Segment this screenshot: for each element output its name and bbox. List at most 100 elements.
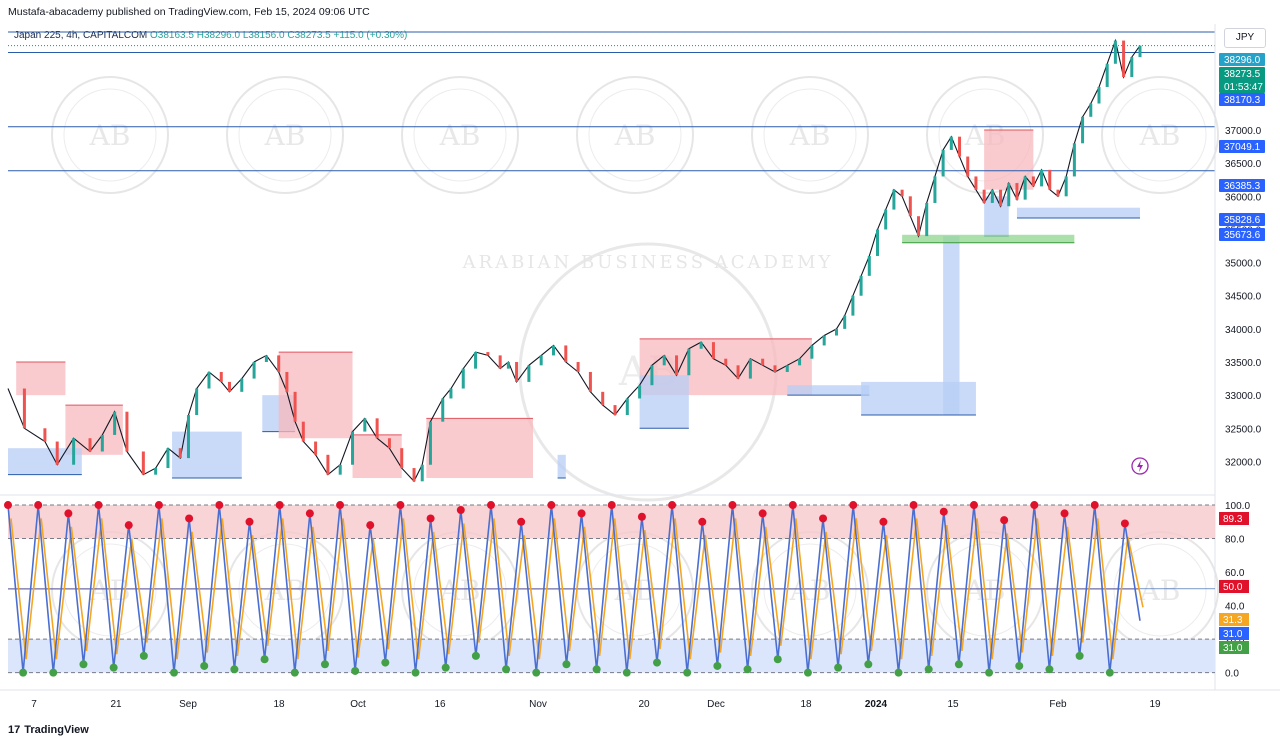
candle [1130, 57, 1134, 78]
demand-zone [787, 385, 870, 396]
candle [22, 388, 26, 429]
candle [843, 315, 847, 329]
overbought-dot [939, 507, 948, 516]
overbought-dot [517, 517, 526, 526]
price-tag [1219, 67, 1265, 93]
price-tick-label: 32500.0 [1225, 424, 1262, 435]
candle [326, 454, 330, 475]
candle [724, 358, 728, 366]
candle [195, 388, 199, 416]
price-tag-label: 38296.0 [1224, 55, 1261, 66]
oversold-dot [834, 663, 843, 672]
candle [966, 156, 970, 177]
overbought-dot [4, 501, 12, 510]
price-tag [1219, 213, 1265, 226]
candle [810, 345, 814, 359]
overbought-dot [607, 501, 616, 510]
candle [974, 176, 978, 190]
watermark-initials: AB [789, 119, 831, 152]
candle [166, 448, 170, 469]
watermark-seal [751, 76, 869, 194]
price-tag-label: 35828.6 [1224, 215, 1261, 226]
watermark-initials: AB [439, 119, 481, 152]
osc-tick-label: 100.0 [1225, 501, 1250, 512]
symbol-name[interactable]: Japan 225, 4h, CAPITALCOM [14, 30, 148, 41]
watermark-seal [401, 76, 519, 194]
candle [761, 358, 765, 366]
ohlc-low: L38156.0 [242, 30, 285, 41]
candle [178, 448, 182, 459]
oversold-dot [170, 668, 179, 677]
overbought-dot [758, 509, 767, 518]
time-tick-label: 21 [110, 699, 122, 710]
candle [264, 355, 268, 363]
candle [999, 189, 1003, 207]
osc-tick-label: 60.0 [1225, 568, 1245, 579]
ohlc-close: C38273.5 [287, 30, 331, 41]
candle [252, 362, 256, 379]
oversold-band [8, 639, 1215, 673]
candle [601, 391, 605, 406]
candle [650, 365, 654, 386]
price-tag [1219, 93, 1265, 106]
overbought-dot [1120, 519, 1129, 528]
overbought-dot [547, 501, 556, 510]
candle [588, 371, 592, 392]
price-tick-label: 36500.0 [1225, 159, 1262, 170]
osc-tick-label: 80.0 [1225, 535, 1245, 546]
price-tag-label: 35673.6 [1224, 230, 1261, 241]
candle [1089, 103, 1093, 117]
candle [88, 438, 92, 452]
price-tick-label: 37000.0 [1225, 126, 1262, 137]
candle [314, 441, 318, 455]
watermark-seal-inner [1113, 88, 1207, 182]
watermark-initials: AB [1139, 119, 1181, 152]
candle [1023, 176, 1027, 200]
candle [506, 362, 510, 369]
candle [72, 438, 76, 465]
oscillator-axis: 0.0 20.0 40.0 60.0 80.0 100.0 89.3 50.0 31.3 31.0… [1219, 501, 1250, 680]
candle [1064, 176, 1068, 197]
oversold-dot [139, 651, 148, 660]
lightning-icon[interactable] [1131, 457, 1149, 475]
oversold-dot [1015, 661, 1024, 670]
oversold-dot [200, 661, 209, 670]
watermark-initials: AB [264, 119, 306, 152]
candle [867, 255, 871, 276]
osc-value-label: 31.0 [1223, 629, 1243, 640]
candle [884, 209, 888, 230]
oversold-dot [351, 666, 360, 675]
candle [154, 468, 158, 475]
overbought-dot [637, 512, 646, 521]
candle [100, 434, 104, 452]
oversold-dot [411, 668, 420, 677]
currency-button[interactable]: JPY [1224, 28, 1266, 48]
demand-zone [557, 454, 566, 478]
overbought-dot [215, 501, 224, 510]
candle [449, 388, 453, 399]
price-series [7, 38, 1142, 483]
candle [1081, 116, 1085, 144]
candle [551, 345, 555, 356]
demand-zone [1016, 207, 1140, 218]
time-axis: 7 21 Sep 18 Oct 16 Nov 20 Dec 18 2024 15 Feb 19 [0, 494, 1280, 710]
oscillator-series [4, 501, 1144, 677]
candle [564, 345, 568, 363]
stoch-d-line [10, 518, 1144, 660]
overbought-dot [728, 501, 737, 510]
watermark-seal [576, 76, 694, 194]
oversold-dot [653, 658, 662, 667]
candle [917, 216, 921, 237]
overbought-dot [245, 517, 254, 526]
overbought-dot [94, 501, 103, 510]
candle [293, 391, 297, 422]
candle [876, 229, 880, 256]
candle [859, 275, 863, 296]
candle [486, 352, 490, 356]
candle [412, 468, 416, 482]
watermark-seal-inner [413, 88, 507, 182]
overbought-dot [366, 521, 375, 530]
oscillator-bands [8, 504, 1215, 674]
tradingview-brand[interactable]: 17 TradingView [8, 724, 89, 736]
